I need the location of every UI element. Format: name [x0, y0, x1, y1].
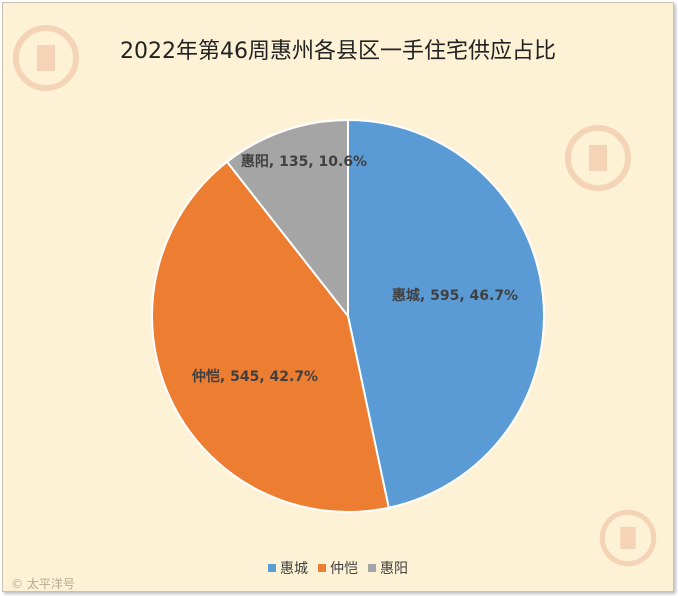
source-watermark: © 太平洋号 [11, 577, 75, 591]
source-text: 太平洋号 [26, 577, 75, 591]
watermark-logo [13, 25, 79, 91]
data-label-仲恺: 仲恺, 545, 42.7% [192, 368, 318, 385]
watermark-logo [565, 125, 631, 191]
data-label-惠城: 惠城, 595, 46.7% [392, 287, 518, 304]
chart-title: 2022年第46周惠州各县区一手住宅供应占比 [120, 39, 556, 64]
data-label-惠阳: 惠阳, 135, 10.6% [241, 153, 367, 170]
legend: 惠城 仲恺 惠阳 [3, 558, 673, 578]
legend-item-huicheng: 惠城 [268, 558, 308, 578]
pie-slice-仲恺 [151, 160, 390, 513]
legend-label: 惠城 [280, 561, 308, 577]
legend-label: 惠阳 [380, 561, 408, 577]
legend-swatch [318, 564, 326, 572]
legend-item-huiyang: 惠阳 [368, 558, 408, 578]
legend-swatch [268, 564, 276, 572]
legend-label: 仲恺 [330, 561, 358, 577]
legend-swatch [368, 564, 376, 572]
pie-slice-惠阳 [225, 118, 349, 319]
pie-chart: 惠城, 595, 46.7% 仲恺, 545, 42.7% 惠阳, 135, 10.… [151, 118, 545, 513]
pie-slice-惠城 [347, 118, 545, 509]
legend-item-zhongkai: 仲恺 [318, 558, 358, 578]
watermark-logo [599, 509, 657, 567]
